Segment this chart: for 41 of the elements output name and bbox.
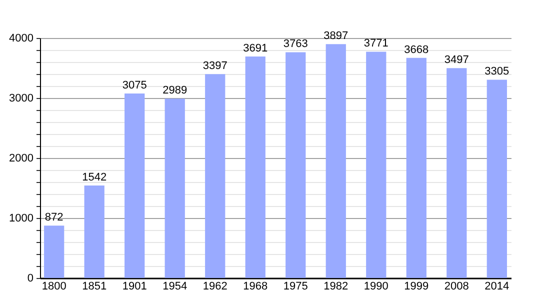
bar	[164, 98, 185, 278]
bar	[326, 44, 346, 278]
data-label: 3075	[122, 80, 147, 92]
data-label: 3691	[243, 42, 268, 55]
data-label: 2989	[162, 84, 188, 97]
bar	[366, 52, 386, 278]
x-tick-label: 1954	[162, 280, 188, 292]
bar	[245, 56, 266, 278]
x-tick-label: 1999	[404, 280, 429, 292]
bar	[124, 94, 145, 278]
x-tick-label: 1901	[122, 280, 147, 292]
x-tick-label: 1975	[283, 280, 308, 292]
data-label: 3305	[484, 66, 510, 78]
x-tick-label: 2014	[484, 280, 510, 292]
bar	[205, 74, 226, 278]
data-label: 3897	[324, 30, 348, 42]
x-tick-label: 1962	[202, 280, 228, 292]
data-label: 872	[44, 212, 64, 224]
data-label: 1542	[82, 171, 107, 184]
bar	[286, 52, 306, 278]
y-tick-label: 0	[27, 272, 34, 284]
bar	[84, 185, 104, 278]
y-tick-label: 2000	[9, 152, 34, 164]
x-tick-label: 1800	[42, 280, 66, 292]
y-tick-label: 4000	[9, 32, 34, 44]
data-label: 3497	[444, 54, 469, 66]
y-tick-label: 3000	[9, 92, 34, 104]
bar	[406, 58, 426, 278]
x-tick-label: 1990	[364, 280, 388, 292]
x-tick-label: 2008	[444, 280, 469, 292]
x-tick-label: 1982	[324, 280, 348, 292]
x-tick-label: 1851	[82, 280, 107, 292]
data-label: 3668	[404, 44, 429, 56]
bar	[486, 80, 507, 278]
data-label: 3763	[283, 38, 308, 50]
x-tick-label: 1968	[243, 280, 268, 292]
bar	[44, 226, 64, 278]
data-label: 3397	[202, 60, 228, 72]
bar	[446, 68, 467, 278]
data-label: 3771	[364, 38, 388, 50]
y-tick-label: 1000	[9, 212, 34, 224]
